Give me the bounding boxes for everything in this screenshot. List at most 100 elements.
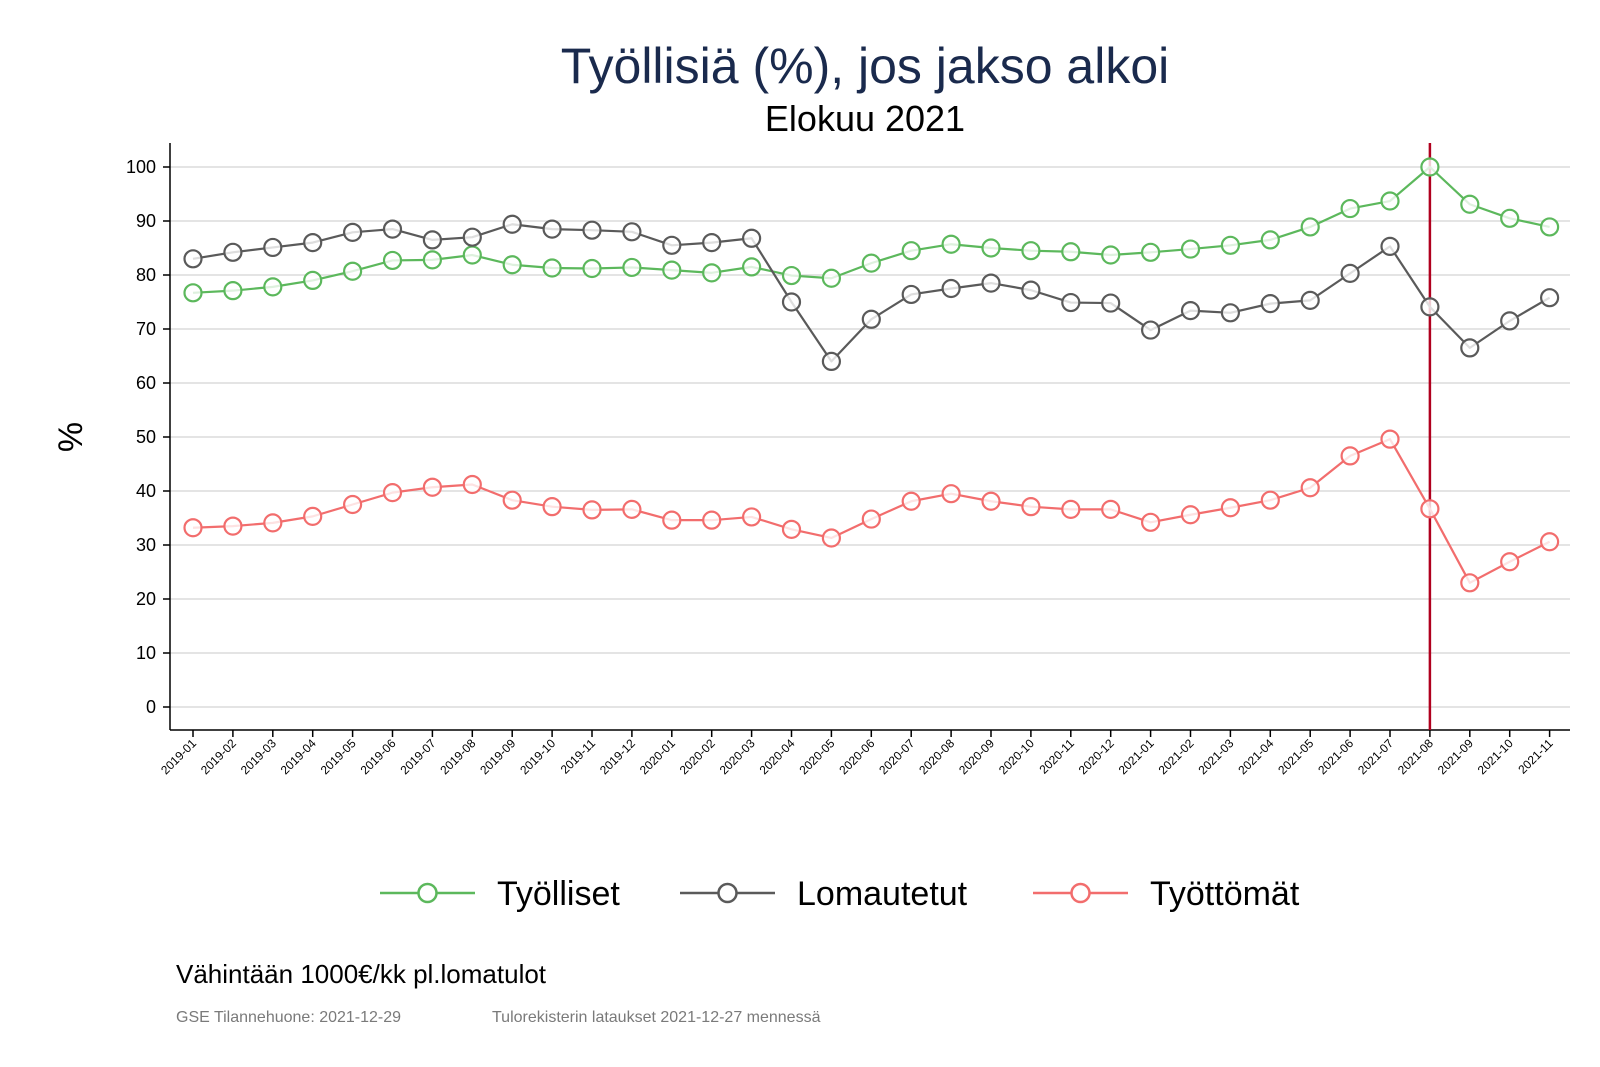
data-point: [542, 258, 562, 278]
data-point: [702, 510, 722, 530]
y-tick-label: 20: [136, 589, 156, 609]
data-point: [1061, 499, 1081, 519]
x-tick-label: 2019-08: [437, 736, 478, 777]
data-point: [622, 499, 642, 519]
y-axis-label: %: [52, 422, 90, 452]
x-tick-label: 2019-05: [318, 736, 359, 777]
x-tick-label: 2021-11: [1515, 736, 1556, 777]
y-tick-label: 30: [136, 535, 156, 555]
data-point: [582, 220, 602, 240]
data-point: [1260, 490, 1280, 510]
data-point: [1021, 241, 1041, 261]
y-tick-label: 60: [136, 373, 156, 393]
x-tick-label: 2021-02: [1156, 736, 1197, 777]
data-point: [1460, 573, 1480, 593]
chart-subtitle: Elokuu 2021: [765, 98, 965, 139]
legend-item: Työttömät: [1033, 875, 1300, 913]
x-tick-label: 2020-01: [637, 736, 678, 777]
data-point: [1539, 532, 1560, 552]
data-point: [1300, 217, 1320, 237]
data-point: [1021, 497, 1041, 517]
data-point: [702, 263, 722, 283]
x-tick-label: 2020-05: [796, 736, 837, 777]
y-tick-label: 70: [136, 319, 156, 339]
data-point: [941, 278, 961, 299]
x-tick-label: 2020-03: [717, 736, 758, 777]
x-tick-label: 2019-10: [517, 736, 558, 777]
data-point: [1420, 157, 1440, 177]
data-point: [702, 233, 722, 253]
data-point: [781, 519, 802, 539]
x-tick-label: 2021-08: [1395, 736, 1436, 777]
x-tick-label: 2020-08: [916, 736, 957, 777]
data-point: [382, 219, 403, 239]
data-point: [1140, 320, 1161, 340]
data-point: [343, 222, 363, 242]
data-point: [622, 222, 642, 242]
data-point: [821, 268, 842, 288]
data-point: [542, 219, 562, 239]
data-point: [1380, 429, 1400, 449]
x-tick-label: 2019-07: [397, 736, 438, 777]
data-point: [1340, 263, 1360, 283]
data-point: [901, 241, 921, 261]
data-point: [1101, 245, 1121, 265]
data-point: [1420, 499, 1440, 519]
legend-item: Työlliset: [380, 875, 620, 913]
footer-source-right: Tulorekisterin lataukset 2021-12-27 menn…: [492, 1009, 821, 1026]
footer-note: Vähintään 1000€/kk pl.lomatulot: [176, 959, 547, 989]
data-point: [1180, 301, 1201, 321]
x-tick-label: 2019-11: [558, 736, 599, 777]
data-point: [1101, 293, 1121, 313]
y-tick-label: 0: [146, 697, 156, 717]
data-point: [861, 509, 881, 529]
data-point: [662, 235, 682, 255]
x-tick-label: 2020-10: [996, 736, 1037, 777]
legend: Työlliset Lomautetut Työttömät: [380, 875, 1300, 913]
data-point: [1539, 288, 1560, 308]
x-tick-label: 2021-07: [1355, 736, 1396, 777]
x-tick-label: 2020-12: [1076, 736, 1117, 777]
data-point: [263, 237, 283, 258]
legend-item: Lomautetut: [680, 875, 968, 913]
data-point: [263, 277, 283, 297]
x-tick-label: 2019-04: [278, 736, 319, 777]
data-point: [303, 506, 323, 526]
series-2: [183, 214, 1560, 371]
legend-label: Lomautetut: [797, 875, 968, 913]
x-tick-label: 2021-03: [1195, 736, 1236, 777]
x-tick-label: 2019-01: [158, 736, 199, 777]
x-tick-label: 2019-02: [198, 736, 239, 777]
data-point: [382, 483, 403, 503]
x-tick-label: 2020-09: [956, 736, 997, 777]
y-tick-label: 10: [136, 643, 156, 663]
data-point: [582, 258, 602, 279]
series-group: [183, 157, 1560, 593]
data-point: [542, 497, 562, 517]
data-point: [981, 238, 1001, 258]
y-tick-label: 80: [136, 265, 156, 285]
series-3: [183, 429, 1560, 593]
data-point: [343, 261, 363, 281]
data-point: [901, 284, 921, 305]
data-point: [741, 228, 762, 248]
data-point: [183, 249, 203, 269]
x-tick-label: 2019-12: [597, 736, 638, 777]
grid: [170, 166, 1570, 708]
data-point: [1061, 292, 1081, 313]
x-tick-label: 2019-06: [358, 736, 399, 777]
data-point: [1021, 280, 1041, 300]
data-point: [1420, 297, 1440, 317]
series-1: [183, 157, 1560, 303]
x-tick-label: 2019-03: [238, 736, 279, 777]
data-point: [1500, 552, 1520, 572]
x-tick-label: 2021-06: [1315, 736, 1356, 777]
data-point: [741, 257, 762, 277]
x-tick-label: 2020-02: [677, 736, 718, 777]
data-point: [1460, 338, 1480, 358]
data-point: [1300, 478, 1320, 498]
data-point: [861, 253, 881, 273]
data-point: [422, 230, 442, 250]
x-tick-label: 2020-07: [876, 736, 917, 777]
